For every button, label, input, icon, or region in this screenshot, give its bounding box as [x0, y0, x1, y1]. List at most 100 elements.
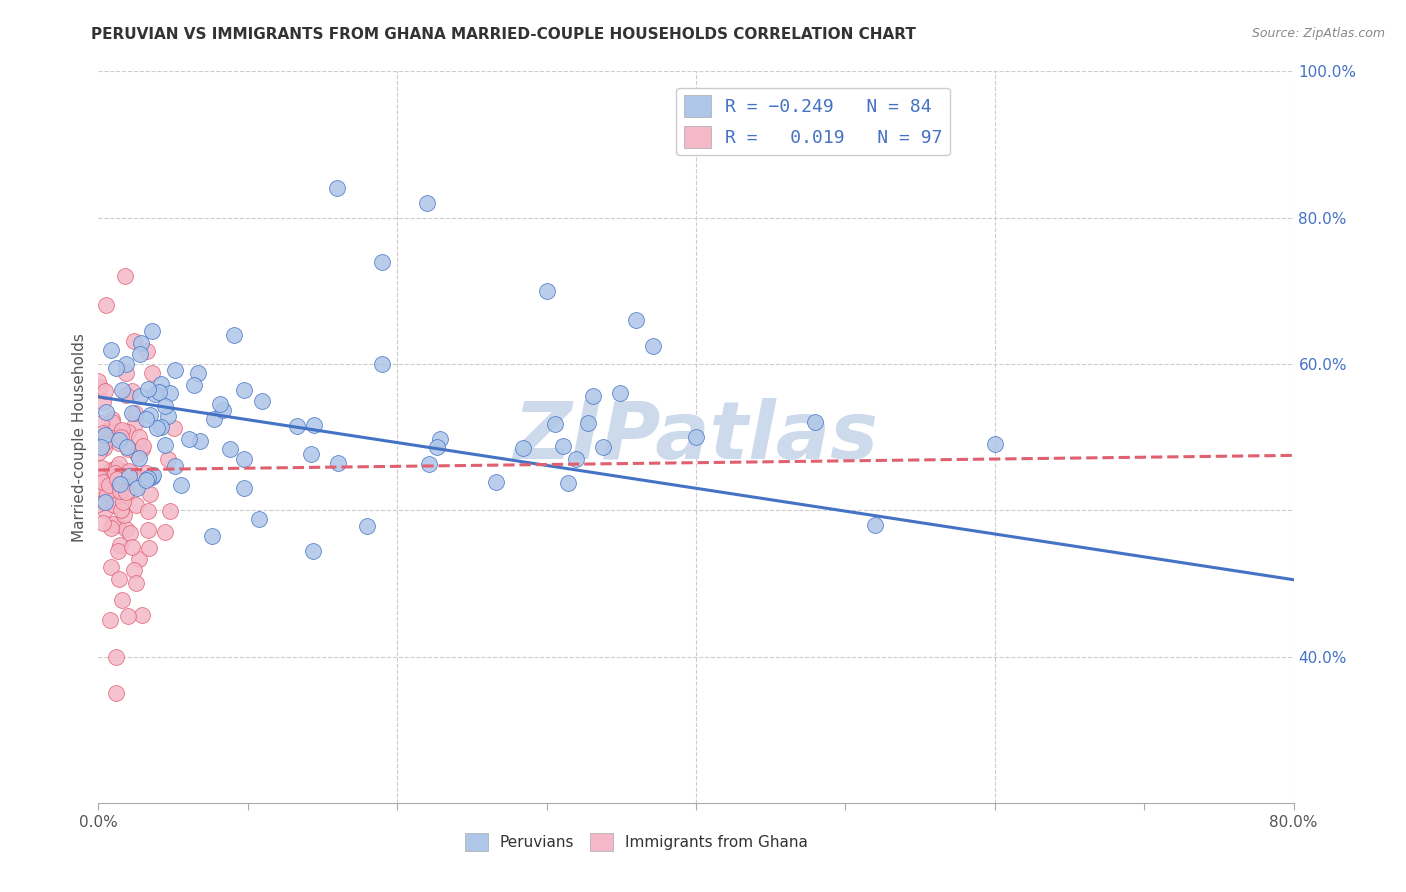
Point [108, 457, 131, 471]
Point [110, 503, 132, 517]
Point [117, 465, 139, 479]
Point [94, 494, 117, 508]
Point [100, 412, 122, 426]
Point [153, 525, 176, 540]
Point [108, 434, 131, 448]
Point [115, 489, 138, 503]
Point [94, 384, 117, 398]
Point [429, 432, 451, 446]
Point [124, 417, 146, 431]
Point [416, 196, 439, 211]
Point [143, 386, 166, 401]
Point [565, 452, 588, 467]
Point [128, 429, 150, 443]
Point [89, 484, 111, 499]
Point [536, 284, 558, 298]
Point [122, 563, 145, 577]
Point [159, 504, 181, 518]
Point [122, 334, 145, 348]
Point [247, 512, 270, 526]
Point [108, 477, 131, 491]
Point [117, 442, 139, 457]
Point [138, 541, 160, 555]
Point [118, 469, 141, 483]
Point [101, 496, 124, 510]
Text: PERUVIAN VS IMMIGRANTS FROM GHANA MARRIED-COUPLE HOUSEHOLDS CORRELATION CHART: PERUVIAN VS IMMIGRANTS FROM GHANA MARRIE… [91, 27, 917, 42]
Point [128, 450, 150, 465]
Point [100, 467, 122, 482]
Point [120, 526, 142, 541]
Point [87, 470, 110, 484]
Point [135, 466, 157, 480]
Point [118, 464, 141, 478]
Point [138, 504, 160, 518]
Point [135, 412, 157, 426]
Point [426, 440, 449, 454]
Point [100, 559, 122, 574]
Point [90, 440, 112, 454]
Point [131, 607, 153, 622]
Point [153, 399, 176, 413]
Point [139, 487, 162, 501]
Point [302, 417, 325, 432]
Point [105, 686, 128, 700]
Point [91, 425, 114, 440]
Point [94, 405, 117, 419]
Point [94, 487, 117, 501]
Point [163, 362, 186, 376]
Point [218, 442, 240, 456]
Point [135, 473, 157, 487]
Legend: Peruvians, Immigrants from Ghana: Peruvians, Immigrants from Ghana [458, 827, 814, 857]
Point [149, 420, 172, 434]
Point [551, 439, 574, 453]
Point [177, 432, 200, 446]
Point [186, 366, 208, 380]
Point [148, 385, 170, 400]
Point [121, 406, 143, 420]
Point [115, 367, 138, 381]
Point [93, 503, 115, 517]
Point [87, 374, 110, 388]
Point [371, 254, 394, 268]
Point [105, 483, 128, 497]
Point [233, 451, 256, 466]
Point [125, 498, 148, 512]
Point [211, 403, 233, 417]
Point [111, 464, 134, 478]
Point [105, 360, 128, 375]
Point [110, 537, 132, 551]
Point [592, 440, 614, 454]
Text: ZIPatlas: ZIPatlas [513, 398, 879, 476]
Point [108, 424, 131, 438]
Point [114, 269, 136, 284]
Point [93, 435, 115, 450]
Point [114, 388, 136, 402]
Point [100, 463, 122, 477]
Point [94, 432, 117, 446]
Point [984, 437, 1007, 451]
Point [112, 508, 135, 522]
Point [104, 461, 127, 475]
Point [103, 517, 125, 532]
Point [136, 471, 159, 485]
Point [302, 543, 325, 558]
Point [91, 475, 114, 489]
Point [544, 417, 567, 431]
Point [108, 426, 131, 441]
Point [121, 384, 143, 398]
Point [159, 385, 181, 400]
Point [250, 393, 273, 408]
Point [98, 478, 121, 492]
Point [93, 472, 115, 486]
Point [136, 523, 159, 537]
Point [685, 430, 707, 444]
Point [142, 468, 165, 483]
Point [643, 339, 665, 353]
Point [101, 497, 124, 511]
Text: Source: ZipAtlas.com: Source: ZipAtlas.com [1251, 27, 1385, 40]
Point [232, 383, 254, 397]
Point [110, 501, 132, 516]
Point [512, 441, 534, 455]
Point [101, 415, 124, 429]
Point [115, 357, 138, 371]
